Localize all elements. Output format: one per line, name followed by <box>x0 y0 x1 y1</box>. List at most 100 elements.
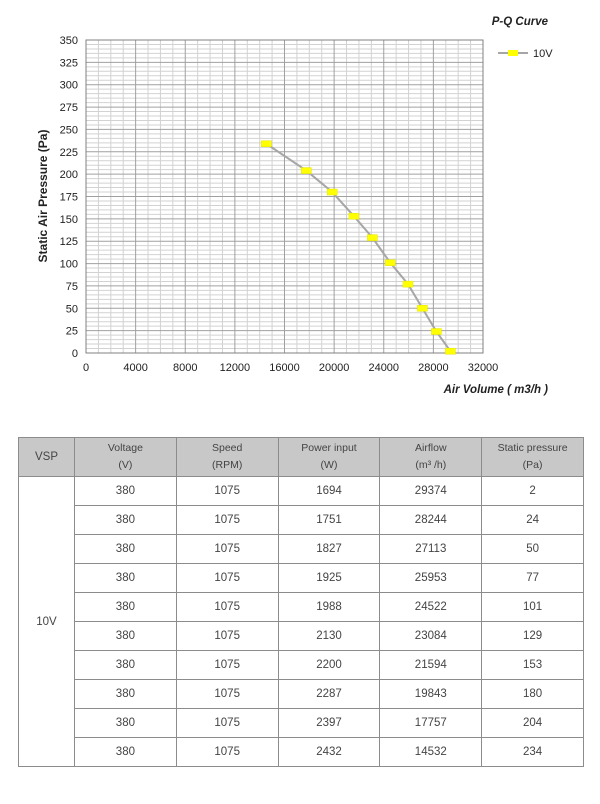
y-tick-label: 350 <box>60 35 78 47</box>
y-tick-label: 300 <box>60 80 78 92</box>
airflow-cell: 23084 <box>379 621 483 651</box>
y-axis-ticks: 0 25 50 75 100 125 150 175 200 225 250 275 300 325 350 <box>60 35 78 360</box>
power-cell: 2397 <box>277 708 381 738</box>
power-cell: 1988 <box>277 592 381 622</box>
pressure-cell: 153 <box>481 650 584 680</box>
airflow-cell: 14532 <box>379 737 483 767</box>
x-tick-label: 24000 <box>368 362 399 374</box>
speed-cell: 1075 <box>175 708 279 738</box>
x-tick-label: 32000 <box>468 362 499 374</box>
header-speed-label: Speed <box>212 442 243 454</box>
airflow-cell: 21594 <box>379 650 483 680</box>
table-row: 380 1075 2397 17757 204 <box>19 708 584 738</box>
power-cell: 2130 <box>277 621 381 651</box>
header-pressure-unit: (Pa) <box>522 459 543 471</box>
header-voltage: Voltage (V) <box>74 437 177 477</box>
x-tick-label: 20000 <box>319 362 350 374</box>
speed-cell: 1075 <box>175 679 279 709</box>
header-power-label: Power input <box>301 442 357 454</box>
table-row: 380 1075 1751 28244 24 <box>19 505 584 535</box>
x-tick-label: 12000 <box>220 362 251 374</box>
pressure-cell: 2 <box>481 476 584 506</box>
speed-cell: 1075 <box>175 650 279 680</box>
power-cell: 1751 <box>277 505 381 535</box>
y-tick-label: 250 <box>60 124 78 136</box>
airflow-cell: 27113 <box>379 534 483 564</box>
y-tick-label: 325 <box>60 57 78 69</box>
data-point-10v <box>431 328 442 335</box>
pressure-cell: 129 <box>481 621 584 651</box>
table-row: 380 1075 1925 25953 77 <box>19 563 584 593</box>
data-point-10v <box>445 347 456 355</box>
airflow-cell: 19843 <box>379 679 483 709</box>
pressure-cell: 180 <box>481 679 584 709</box>
header-vsp-label: VSP <box>34 450 58 463</box>
data-point-10v <box>417 305 428 312</box>
voltage-cell: 380 <box>74 563 177 593</box>
table-row: 380 1075 2130 23084 129 <box>19 621 584 651</box>
series-points-10v <box>261 140 456 355</box>
table-row: 380 1075 2432 14532 234 <box>19 737 584 767</box>
y-tick-label: 75 <box>66 281 78 293</box>
power-cell: 2432 <box>277 737 381 767</box>
plot-frame <box>85 39 484 354</box>
pressure-cell: 234 <box>481 737 584 767</box>
speed-cell: 1075 <box>175 534 279 564</box>
header-airflow-unit: (m³ /h) <box>415 459 447 471</box>
x-tick-label: 8000 <box>173 362 197 374</box>
header-voltage-unit: (V) <box>118 459 133 471</box>
header-airflow-label: Airflow <box>415 442 447 454</box>
header-voltage-label: Voltage <box>107 442 143 454</box>
y-tick-label: 150 <box>60 214 78 226</box>
x-axis-label: Air Volume ( m3/h ) <box>443 384 549 396</box>
spec-table: VSP Voltage (V) Speed (RPM) Power input (W)… <box>18 437 584 767</box>
speed-cell: 1075 <box>175 476 279 506</box>
power-cell: 2200 <box>277 650 381 680</box>
data-point-10v <box>367 234 378 241</box>
table-row: 10V 380 1075 1694 29374 2 <box>18 476 584 767</box>
speed-cell: 1075 <box>175 563 279 593</box>
vsp-cell: 10V <box>18 476 75 767</box>
pressure-cell: 77 <box>481 563 584 593</box>
header-power: Power input (W) <box>277 437 381 477</box>
x-axis-ticks: 0 4000 8000 12000 16000 20000 24000 28000 32000 <box>83 362 498 374</box>
power-cell: 1925 <box>277 563 381 593</box>
data-point-10v <box>402 280 414 288</box>
x-tick-label: 16000 <box>269 362 300 374</box>
voltage-cell: 380 <box>74 592 177 622</box>
x-tick-label: 0 <box>83 362 89 374</box>
power-cell: 1694 <box>277 476 381 506</box>
header-speed: Speed (RPM) <box>175 437 279 477</box>
table-row: 380 1075 1988 24522 101 <box>19 592 584 622</box>
pressure-cell: 50 <box>481 534 584 564</box>
y-axis-label: Static Air Pressure (Pa) <box>36 130 50 263</box>
legend-marker <box>508 50 518 56</box>
voltage-cell: 380 <box>74 476 177 506</box>
x-tick-label: 4000 <box>123 362 147 374</box>
table-row: 380 1075 2200 21594 153 <box>19 650 584 680</box>
y-tick-label: 50 <box>66 303 78 315</box>
y-tick-label: 275 <box>60 102 78 114</box>
chart-title: P-Q Curve <box>492 16 549 28</box>
table-row: 380 1075 1827 27113 50 <box>19 534 584 564</box>
pressure-cell: 24 <box>481 505 584 535</box>
header-power-unit: (W) <box>320 459 338 471</box>
power-cell: 2287 <box>277 679 381 709</box>
y-tick-label: 125 <box>60 236 78 248</box>
voltage-cell: 380 <box>74 737 177 767</box>
series-line-10v <box>265 142 452 352</box>
pressure-cell: 101 <box>481 592 584 622</box>
speed-cell: 1075 <box>175 621 279 651</box>
voltage-cell: 380 <box>74 621 177 651</box>
airflow-cell: 29374 <box>379 476 483 506</box>
speed-cell: 1075 <box>175 505 279 535</box>
power-cell: 1827 <box>277 534 381 564</box>
voltage-cell: 380 <box>74 505 177 535</box>
voltage-cell: 380 <box>74 534 177 564</box>
header-pressure-label: Static pressure <box>497 442 568 454</box>
legend-label-10v: 10V <box>533 48 553 60</box>
y-tick-label: 0 <box>72 348 78 360</box>
y-tick-label: 100 <box>60 259 78 271</box>
voltage-cell: 380 <box>74 708 177 738</box>
airflow-cell: 17757 <box>379 708 483 738</box>
